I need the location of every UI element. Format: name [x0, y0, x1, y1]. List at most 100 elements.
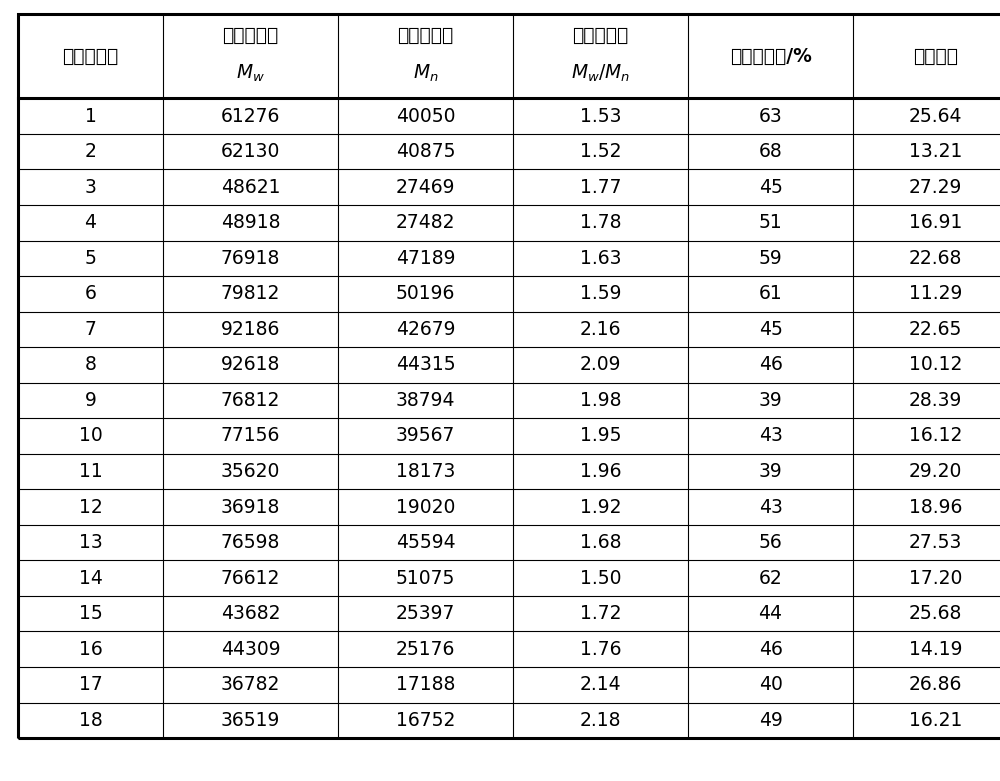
Text: 11: 11	[79, 462, 102, 481]
Text: 10: 10	[79, 426, 102, 445]
Text: 1: 1	[85, 107, 96, 126]
Text: 27469: 27469	[396, 178, 455, 197]
Text: 49: 49	[759, 711, 782, 729]
Text: $M_w$: $M_w$	[236, 62, 265, 84]
Text: 43: 43	[759, 426, 782, 445]
Text: 46: 46	[759, 355, 782, 374]
Text: 92186: 92186	[221, 320, 280, 339]
Text: 51075: 51075	[396, 569, 455, 587]
Text: 36918: 36918	[221, 497, 280, 516]
Text: 25.64: 25.64	[909, 107, 962, 126]
Text: 39: 39	[759, 391, 782, 410]
Text: 1.95: 1.95	[580, 426, 621, 445]
Text: 25176: 25176	[396, 640, 455, 658]
Text: 17188: 17188	[396, 676, 455, 694]
Text: 44309: 44309	[221, 640, 280, 658]
Text: 2: 2	[85, 142, 96, 161]
Text: 7: 7	[85, 320, 96, 339]
Text: 16.91: 16.91	[909, 213, 962, 232]
Text: 17: 17	[79, 676, 102, 694]
Text: 62130: 62130	[221, 142, 280, 161]
Text: 56: 56	[759, 533, 782, 552]
Text: 15: 15	[79, 604, 102, 623]
Text: 9: 9	[85, 391, 96, 410]
Text: 1.68: 1.68	[580, 533, 621, 552]
Text: 27482: 27482	[396, 213, 455, 232]
Text: 25397: 25397	[396, 604, 455, 623]
Text: 16: 16	[79, 640, 102, 658]
Text: 51: 51	[759, 213, 782, 232]
Text: 29.20: 29.20	[909, 462, 962, 481]
Text: 18.96: 18.96	[909, 497, 962, 516]
Text: 1.59: 1.59	[580, 284, 621, 303]
Text: 36519: 36519	[221, 711, 280, 729]
Text: 39567: 39567	[396, 426, 455, 445]
Text: 40: 40	[759, 676, 782, 694]
Text: 1.98: 1.98	[580, 391, 621, 410]
Text: 10.12: 10.12	[909, 355, 962, 374]
Text: 28.39: 28.39	[909, 391, 962, 410]
Text: 黄度指数: 黄度指数	[913, 47, 958, 66]
Text: 1.50: 1.50	[580, 569, 621, 587]
Text: 1.96: 1.96	[580, 462, 621, 481]
Text: 1.72: 1.72	[580, 604, 621, 623]
Text: 45: 45	[759, 320, 782, 339]
Text: 40050: 40050	[396, 107, 455, 126]
Text: 16752: 16752	[396, 711, 455, 729]
Text: 22.65: 22.65	[909, 320, 962, 339]
Text: 12: 12	[79, 497, 102, 516]
Text: 43: 43	[759, 497, 782, 516]
Text: 35620: 35620	[221, 462, 280, 481]
Text: 1.77: 1.77	[580, 178, 621, 197]
Text: 14.19: 14.19	[909, 640, 962, 658]
Text: 实施例编号: 实施例编号	[62, 47, 119, 66]
Text: 22.68: 22.68	[909, 249, 962, 268]
Text: 2.09: 2.09	[580, 355, 621, 374]
Text: $M_w/M_n$: $M_w/M_n$	[571, 62, 630, 84]
Text: 38794: 38794	[396, 391, 455, 410]
Text: 50196: 50196	[396, 284, 455, 303]
Text: 46: 46	[759, 640, 782, 658]
Text: 14: 14	[79, 569, 102, 587]
Text: 18173: 18173	[396, 462, 455, 481]
Text: 79812: 79812	[221, 284, 280, 303]
Text: 47189: 47189	[396, 249, 455, 268]
Text: 2.14: 2.14	[580, 676, 621, 694]
Text: 63: 63	[759, 107, 782, 126]
Text: 1.53: 1.53	[580, 107, 621, 126]
Text: 39: 39	[759, 462, 782, 481]
Text: 数均分子量: 数均分子量	[397, 27, 454, 45]
Text: 8: 8	[85, 355, 96, 374]
Text: 40875: 40875	[396, 142, 455, 161]
Text: 62: 62	[759, 569, 782, 587]
Text: 27.53: 27.53	[909, 533, 962, 552]
Text: 76598: 76598	[221, 533, 280, 552]
Text: $M_n$: $M_n$	[413, 62, 438, 84]
Text: 19020: 19020	[396, 497, 455, 516]
Text: 77156: 77156	[221, 426, 280, 445]
Text: 45594: 45594	[396, 533, 455, 552]
Text: 1.63: 1.63	[580, 249, 621, 268]
Text: 45: 45	[759, 178, 782, 197]
Text: 2.16: 2.16	[580, 320, 621, 339]
Text: 单体转化率/%: 单体转化率/%	[730, 47, 811, 66]
Text: 25.68: 25.68	[909, 604, 962, 623]
Text: 1.76: 1.76	[580, 640, 621, 658]
Text: 76918: 76918	[221, 249, 280, 268]
Text: 48918: 48918	[221, 213, 280, 232]
Text: 质均分子量: 质均分子量	[222, 27, 279, 45]
Text: 59: 59	[759, 249, 782, 268]
Text: 61: 61	[759, 284, 782, 303]
Text: 48621: 48621	[221, 178, 280, 197]
Text: 76812: 76812	[221, 391, 280, 410]
Text: 16.21: 16.21	[909, 711, 962, 729]
Text: 26.86: 26.86	[909, 676, 962, 694]
Text: 16.12: 16.12	[909, 426, 962, 445]
Text: 1.92: 1.92	[580, 497, 621, 516]
Text: 36782: 36782	[221, 676, 280, 694]
Text: 5: 5	[85, 249, 96, 268]
Text: 17.20: 17.20	[909, 569, 962, 587]
Text: 2.18: 2.18	[580, 711, 621, 729]
Text: 13.21: 13.21	[909, 142, 962, 161]
Text: 43682: 43682	[221, 604, 280, 623]
